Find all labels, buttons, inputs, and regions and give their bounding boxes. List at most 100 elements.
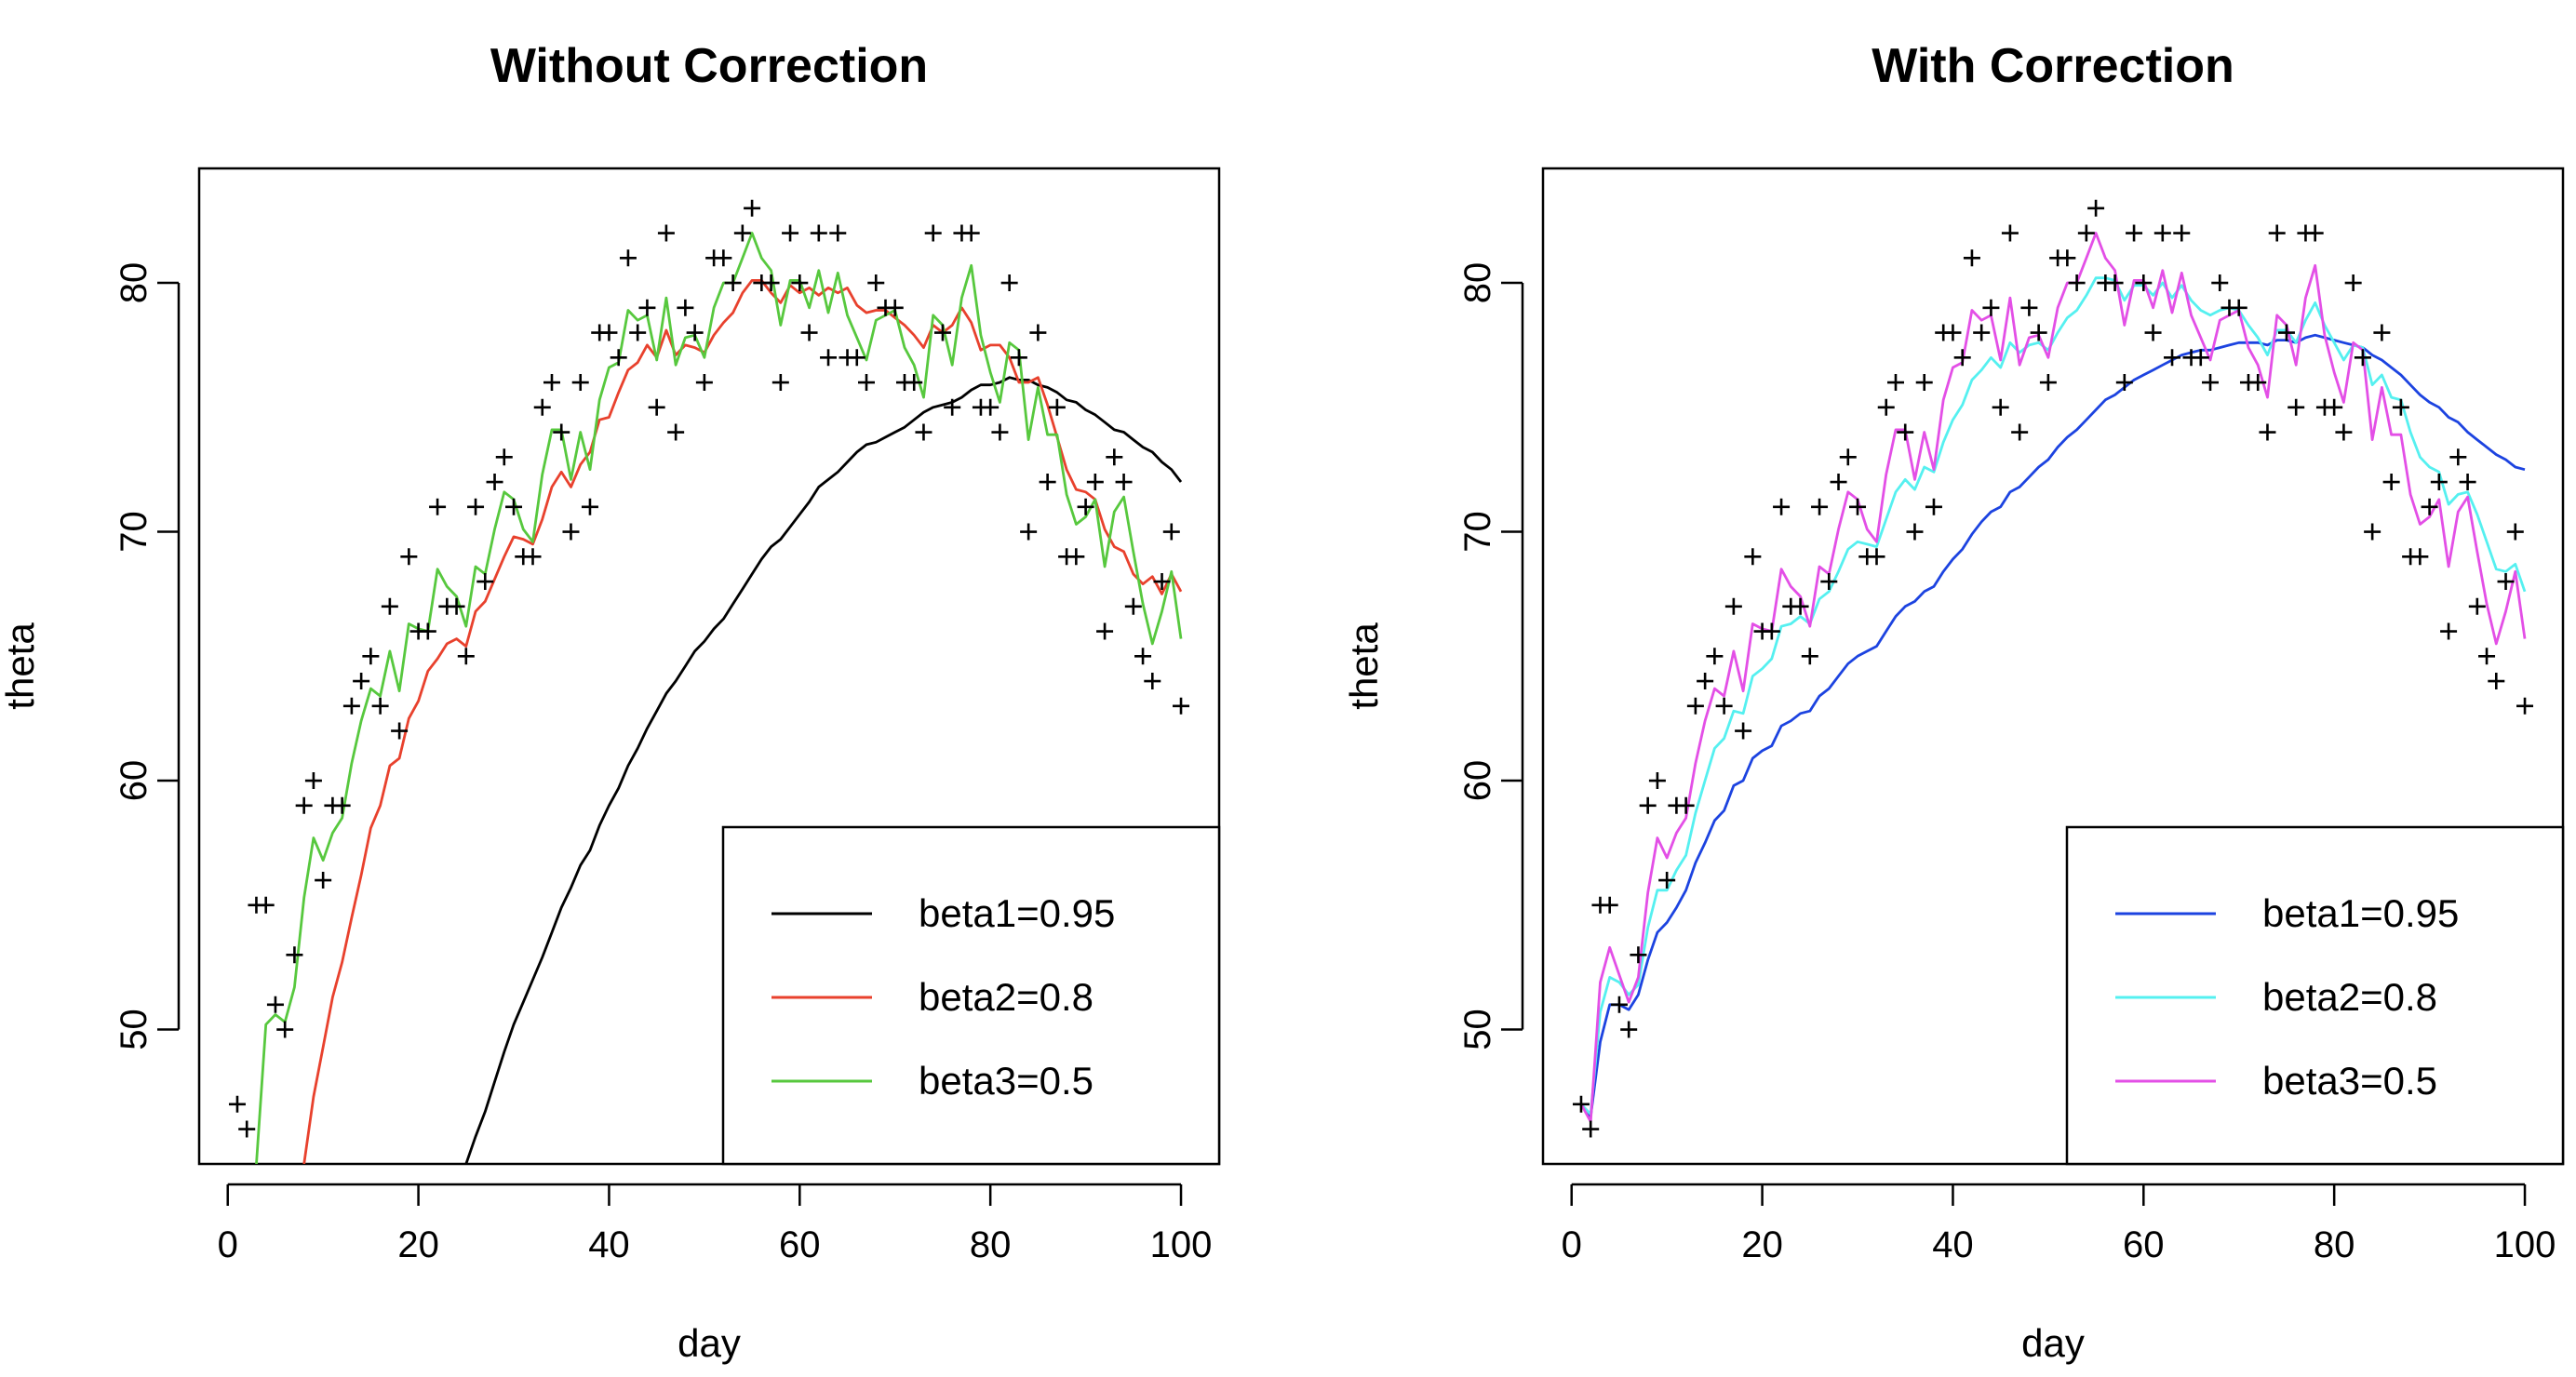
data-point: [762, 274, 780, 292]
plot-clip-group: [1572, 199, 2534, 1138]
data-point: [724, 274, 742, 292]
data-point: [2144, 324, 2162, 341]
data-point: [1124, 597, 1142, 615]
data-point: [820, 349, 838, 367]
data-point: [371, 697, 389, 715]
x-tick-label: 0: [218, 1224, 238, 1265]
data-point: [1897, 423, 1914, 441]
data-point: [962, 224, 980, 242]
chart-panel-right: With Correction day theta 0 20 40 60 80 100 5…: [1342, 39, 2565, 1365]
data-point: [2030, 324, 2047, 341]
data-point: [2430, 474, 2448, 491]
data-point: [2068, 274, 2086, 292]
data-point: [744, 199, 761, 217]
data-point: [381, 597, 398, 615]
data-point: [1572, 1095, 1590, 1113]
data-point: [571, 374, 589, 392]
data-point: [982, 398, 1000, 416]
series-line-3: [255, 232, 1183, 1164]
data-point: [2392, 398, 2409, 416]
plot-area: [1572, 199, 2534, 1138]
data-point: [2087, 199, 2105, 217]
data-point: [715, 249, 732, 267]
data-point: [1706, 648, 1724, 665]
data-point: [867, 274, 885, 292]
data-point: [1048, 398, 1066, 416]
data-point: [848, 349, 865, 367]
legend-box: [721, 825, 1221, 1166]
data-point: [991, 423, 1009, 441]
data-point: [1686, 697, 1704, 715]
observation-points: [1572, 199, 2534, 1138]
data-point: [2039, 374, 2057, 392]
data-point: [342, 697, 360, 715]
data-point: [238, 1120, 256, 1138]
data-point: [391, 722, 409, 740]
data-point: [1077, 498, 1094, 515]
data-point: [858, 374, 876, 392]
data-point: [771, 374, 789, 392]
data-point: [1106, 448, 1123, 466]
data-point: [1639, 796, 1657, 814]
data-point: [2135, 274, 2153, 292]
data-point: [2164, 349, 2181, 367]
data-point: [933, 324, 951, 341]
data-point: [315, 872, 332, 889]
data-point: [2449, 448, 2467, 466]
series-line-1: [464, 376, 1183, 1164]
data-point: [581, 498, 598, 515]
plot-frame: [1541, 167, 2565, 1166]
data-point: [2344, 274, 2362, 292]
data-point: [2077, 224, 2095, 242]
data-point: [2497, 573, 2515, 591]
data-point: [1601, 896, 1618, 914]
data-point: [2115, 374, 2133, 392]
data-point: [1801, 648, 1818, 665]
data-point: [2268, 224, 2286, 242]
legend: beta1=0.95 beta2=0.8 beta3=0.5: [2065, 825, 2565, 1166]
x-tick-label: 80: [970, 1224, 1012, 1265]
data-point: [886, 299, 904, 316]
y-tick-label: 60: [114, 760, 154, 802]
x-tick-label: 20: [1741, 1224, 1783, 1265]
data-point: [1830, 474, 1847, 491]
data-point: [1677, 796, 1695, 814]
data-point: [1648, 772, 1666, 790]
data-point: [667, 423, 685, 441]
data-point: [448, 597, 465, 615]
x-tick-label: 80: [2314, 1224, 2355, 1265]
data-point: [2277, 324, 2295, 341]
data-point: [791, 274, 809, 292]
data-point: [1029, 324, 1047, 341]
data-point: [2011, 423, 2029, 441]
data-point: [906, 374, 923, 392]
data-point: [1715, 697, 1733, 715]
series-line-2: [302, 278, 1183, 1164]
data-point: [1173, 697, 1190, 715]
data-point: [800, 324, 818, 341]
data-point: [1134, 648, 1152, 665]
data-point: [419, 622, 436, 640]
data-point: [2468, 597, 2486, 615]
data-point: [1010, 349, 1027, 367]
data-point: [1724, 597, 1742, 615]
data-point: [457, 648, 475, 665]
plot-clip-group: [228, 199, 1190, 1164]
data-point: [924, 224, 942, 242]
data-point: [1877, 398, 1895, 416]
data-point: [1153, 573, 1171, 591]
data-point: [533, 398, 551, 416]
y-tick-label: 50: [1457, 1009, 1498, 1050]
data-point: [266, 996, 284, 1013]
data-point: [2440, 622, 2458, 640]
data-point: [686, 324, 704, 341]
data-point: [915, 423, 932, 441]
data-point: [2059, 249, 2076, 267]
data-point: [333, 796, 351, 814]
data-point: [400, 548, 418, 566]
data-point: [2153, 224, 2171, 242]
data-point: [1925, 498, 1942, 515]
data-point: [562, 523, 580, 541]
data-point: [1697, 673, 1714, 690]
x-axis-label: day: [678, 1321, 741, 1365]
